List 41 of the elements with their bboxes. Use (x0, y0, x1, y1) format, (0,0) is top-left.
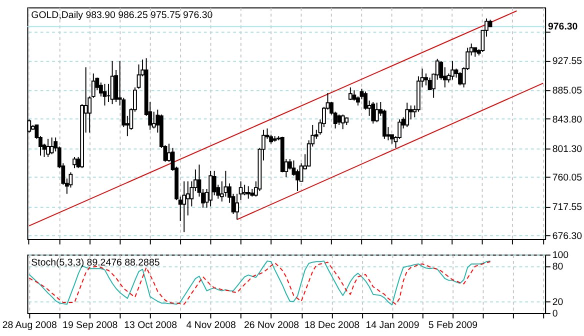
chart-title: GOLD,Daily 983.90 986.25 975.75 976.30 (31, 10, 214, 22)
y-tick-label: 100 (552, 250, 570, 262)
y-tick-label: 0 (552, 308, 558, 320)
candlestick (337, 114, 342, 126)
candlestick (246, 186, 250, 200)
category-label: 28 Aug 2008 (2, 320, 57, 332)
category-label: 14 Jan 2009 (366, 320, 420, 332)
category-label: 19 Sep 2008 (62, 320, 118, 332)
candlestick (374, 102, 379, 123)
candlestick (50, 137, 54, 155)
candlestick (340, 114, 345, 130)
candlestick (224, 170, 228, 198)
ref-line-label: 976.30 (548, 22, 578, 33)
y-tick-label: 20 (552, 296, 564, 308)
candlestick (46, 138, 50, 158)
y-tick-label: 717.55 (552, 202, 582, 214)
candlestick (405, 102, 410, 128)
y-tick-label: 843.80 (552, 114, 583, 126)
candlestick (182, 180, 186, 233)
candlestick (424, 72, 428, 86)
candlestick (102, 83, 107, 106)
chart-title: Stoch(5,3,3) 89.2476 88.2885 (31, 257, 160, 268)
y-tick-label: 927.55 (552, 56, 582, 67)
candlestick (371, 102, 376, 124)
candlestick (473, 47, 478, 58)
category-label: 5 Feb 2009 (428, 320, 478, 332)
candlestick (458, 72, 462, 86)
category-label: 4 Nov 2008 (186, 320, 236, 332)
y-tick-label: 760.05 (552, 172, 582, 184)
candlestick (352, 90, 356, 102)
category-label: 26 Nov 2008 (244, 320, 300, 332)
candlestick (72, 156, 76, 169)
candlestick (242, 184, 247, 196)
candlestick (348, 86, 352, 100)
y-tick-label: 801.30 (552, 144, 583, 155)
category-label: 13 Oct 2008 (124, 320, 178, 332)
candlestick (450, 60, 454, 80)
y-tick-label: 676.30 (552, 230, 583, 242)
category-label: 18 Dec 2008 (304, 320, 360, 332)
y-tick-label: 80 (552, 262, 564, 273)
y-tick-label: 885.05 (552, 86, 582, 97)
